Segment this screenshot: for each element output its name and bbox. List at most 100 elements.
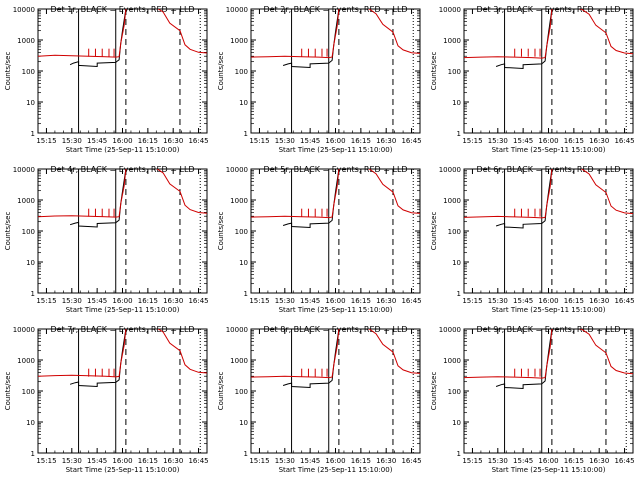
y-tick-label: 10000 <box>13 166 35 174</box>
x-tick-label: 16:15 <box>138 457 158 465</box>
x-tick-label: 15:30 <box>62 297 82 305</box>
y-tick-label: 10000 <box>13 6 35 14</box>
y-tick-label: 10000 <box>439 326 461 334</box>
x-tick-label: 16:00 <box>538 457 558 465</box>
y-tick-label: 1 <box>244 290 248 298</box>
x-tick-label: 16:00 <box>112 297 132 305</box>
series-line-lld <box>464 169 633 219</box>
x-tick-label: 16:15 <box>138 137 158 145</box>
y-tick-label: 10000 <box>439 6 461 14</box>
x-axis-label: Start Time (25-Sep-11 15:10:00) <box>492 146 606 154</box>
y-tick-label: 1000 <box>230 37 248 45</box>
y-tick-label: 10000 <box>13 326 35 334</box>
x-tick-label: 16:15 <box>351 297 371 305</box>
chart-panel-4: Det 4r, BLACK = Events, RED = LLDCounts/… <box>4 165 209 314</box>
x-axis-label: Start Time (25-Sep-11 15:10:00) <box>279 306 393 314</box>
x-tick-label: 15:30 <box>62 137 82 145</box>
y-tick-label: 10 <box>26 419 35 427</box>
y-tick-label: 1 <box>31 290 35 298</box>
plot-area <box>251 9 420 133</box>
y-tick-label: 10 <box>239 99 248 107</box>
x-tick-label: 15:15 <box>249 137 269 145</box>
plot-area <box>464 329 633 453</box>
x-tick-label: 15:45 <box>87 457 107 465</box>
y-tick-label: 10 <box>452 259 461 267</box>
chart-panel-3: Det 3r, BLACK = Events, RED = LLDCounts/… <box>430 5 635 154</box>
y-tick-label: 1000 <box>17 37 35 45</box>
x-tick-label: 15:30 <box>488 297 508 305</box>
y-tick-label: 100 <box>448 68 461 76</box>
y-tick-label: 100 <box>235 228 248 236</box>
y-tick-label: 1 <box>457 290 461 298</box>
x-axis-label: Start Time (25-Sep-11 15:10:00) <box>66 466 180 474</box>
x-tick-label: 15:30 <box>275 137 295 145</box>
series-line-lld <box>38 329 207 378</box>
y-tick-label: 100 <box>235 388 248 396</box>
x-tick-label: 15:30 <box>275 297 295 305</box>
x-tick-label: 16:00 <box>538 297 558 305</box>
x-tick-label: 16:45 <box>401 457 421 465</box>
chart-panel-2: Det 2r, BLACK = Events, RED = LLDCounts/… <box>217 5 422 154</box>
x-tick-label: 16:30 <box>163 137 183 145</box>
y-axis-label: Counts/sec <box>430 52 438 91</box>
series-line-lld <box>464 329 633 379</box>
x-tick-label: 16:45 <box>188 457 208 465</box>
y-tick-label: 1 <box>31 450 35 458</box>
chart-panel-8: Det 8r, BLACK = Events, RED = LLDCounts/… <box>217 325 422 474</box>
x-tick-label: 16:30 <box>376 457 396 465</box>
plot-frame <box>463 168 634 294</box>
x-tick-label: 16:15 <box>564 457 584 465</box>
y-axis-label: Counts/sec <box>217 52 225 91</box>
x-tick-label: 16:00 <box>325 137 345 145</box>
y-tick-label: 1000 <box>230 357 248 365</box>
y-tick-label: 10 <box>239 259 248 267</box>
x-tick-label: 16:30 <box>589 457 609 465</box>
plot-area <box>251 329 420 453</box>
plot-frame <box>463 8 634 134</box>
y-tick-label: 1 <box>457 130 461 138</box>
series-line-lld <box>251 169 420 219</box>
x-axis-label: Start Time (25-Sep-11 15:10:00) <box>492 466 606 474</box>
y-axis-label: Counts/sec <box>4 372 12 411</box>
y-tick-label: 100 <box>22 228 35 236</box>
plot-frame <box>250 328 421 454</box>
x-tick-label: 16:45 <box>614 457 634 465</box>
x-tick-label: 16:00 <box>325 297 345 305</box>
x-tick-label: 15:15 <box>36 457 56 465</box>
plot-frame <box>37 168 208 294</box>
x-axis-label: Start Time (25-Sep-11 15:10:00) <box>66 306 180 314</box>
x-tick-label: 16:45 <box>614 137 634 145</box>
y-tick-label: 1000 <box>17 197 35 205</box>
y-tick-label: 1000 <box>443 37 461 45</box>
x-tick-label: 15:15 <box>462 457 482 465</box>
y-tick-label: 1 <box>244 130 248 138</box>
y-tick-label: 100 <box>22 388 35 396</box>
plot-area <box>38 9 207 133</box>
y-tick-label: 10000 <box>226 6 248 14</box>
y-axis-label: Counts/sec <box>430 212 438 251</box>
plot-frame <box>250 168 421 294</box>
chart-panel-6: Det 6r, BLACK = Events, RED = LLDCounts/… <box>430 165 635 314</box>
chart-panel-1: Det 1r, BLACK = Events, RED = LLDCounts/… <box>4 5 209 154</box>
x-tick-label: 15:45 <box>87 137 107 145</box>
x-tick-label: 15:45 <box>513 137 533 145</box>
chart-panel-9: Det 9r, BLACK = Events, RED = LLDCounts/… <box>430 325 635 474</box>
x-tick-label: 16:15 <box>564 137 584 145</box>
x-tick-label: 16:30 <box>376 297 396 305</box>
x-tick-label: 16:30 <box>589 137 609 145</box>
x-tick-label: 16:00 <box>325 457 345 465</box>
y-tick-label: 100 <box>235 68 248 76</box>
y-tick-label: 10 <box>452 419 461 427</box>
y-tick-label: 10000 <box>439 166 461 174</box>
chart-panel-5: Det 5r, BLACK = Events, RED = LLDCounts/… <box>217 165 422 314</box>
y-tick-label: 1000 <box>17 357 35 365</box>
x-tick-label: 16:15 <box>138 297 158 305</box>
series-line-lld <box>464 9 633 59</box>
x-tick-label: 16:45 <box>188 137 208 145</box>
x-tick-label: 16:00 <box>538 137 558 145</box>
plot-area <box>38 329 207 453</box>
y-tick-label: 1 <box>244 450 248 458</box>
x-tick-label: 16:15 <box>564 297 584 305</box>
x-tick-label: 16:30 <box>163 457 183 465</box>
